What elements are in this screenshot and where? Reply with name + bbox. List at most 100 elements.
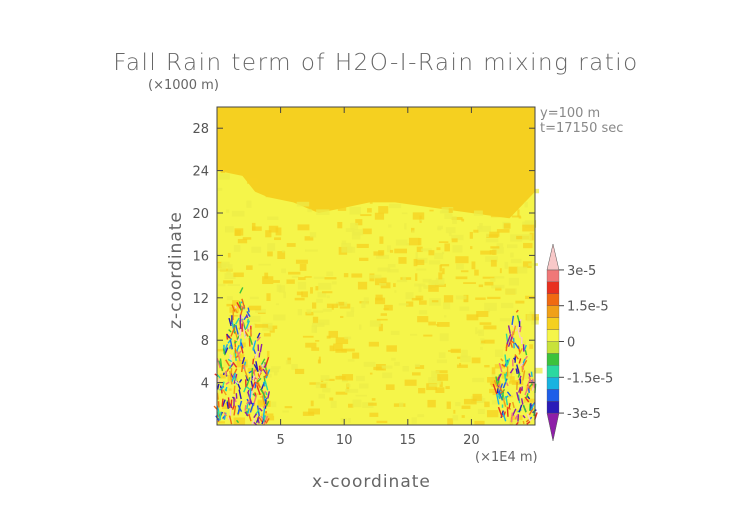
anomaly-stroke: [522, 404, 527, 413]
texture-cell: [406, 301, 414, 307]
anomaly-stroke: [237, 350, 242, 356]
texture-cell: [274, 237, 282, 241]
texture-cell: [482, 276, 495, 279]
anomaly-stroke: [240, 346, 244, 354]
texture-cell: [507, 372, 512, 380]
texture-cell: [311, 347, 320, 351]
texture-cell: [385, 384, 395, 391]
anomaly-stroke: [265, 418, 270, 424]
anomaly-stroke: [234, 308, 239, 314]
texture-cell: [405, 243, 411, 246]
anomaly-stroke: [533, 409, 536, 417]
y-tick-label: 12: [192, 292, 209, 307]
texture-cell: [533, 367, 543, 374]
texture-cell: [367, 208, 372, 213]
texture-cell: [438, 352, 446, 359]
anomaly-stroke: [495, 376, 499, 386]
texture-cell: [523, 242, 533, 249]
texture-cell: [417, 316, 429, 323]
anomaly-stroke: [515, 421, 519, 426]
anomaly-stroke: [522, 420, 525, 425]
anomaly-stroke: [500, 358, 504, 362]
texture-cell: [453, 409, 456, 414]
texture-cell: [252, 226, 262, 231]
texture-cell: [335, 375, 346, 380]
texture-cell: [448, 232, 452, 237]
anomaly-stroke: [513, 357, 517, 362]
texture-cell: [316, 298, 323, 303]
texture-cell: [233, 417, 246, 425]
texture-cell: [500, 302, 514, 309]
texture-cell: [377, 267, 391, 272]
anomaly-stroke: [511, 315, 515, 325]
anomaly-stroke: [246, 318, 250, 323]
texture-cell: [267, 251, 273, 257]
anomaly-stroke: [511, 323, 517, 332]
texture-cell: [261, 413, 274, 416]
texture-cell: [440, 264, 450, 267]
texture-cell: [444, 315, 447, 318]
anomaly-stroke: [252, 358, 255, 365]
texture-cell: [331, 281, 337, 285]
texture-cell: [416, 268, 427, 271]
anomaly-stroke: [226, 367, 230, 372]
texture-cell: [248, 364, 258, 369]
colorbar-segment: [546, 400, 560, 414]
colorbar-tick-label: -1.5e-5: [567, 371, 613, 386]
texture-cell: [486, 234, 499, 238]
texture-cell: [350, 222, 359, 231]
texture-cell: [451, 238, 458, 243]
texture-cell: [281, 268, 286, 274]
texture-cell: [404, 223, 407, 230]
texture-cell: [318, 356, 321, 364]
texture-cell: [445, 386, 450, 389]
anomaly-stroke: [228, 415, 233, 425]
anomaly-stroke: [530, 371, 533, 377]
texture-cell: [442, 268, 445, 275]
texture-cell: [523, 398, 535, 403]
texture-cell: [351, 273, 363, 278]
texture-cell: [393, 283, 396, 288]
texture-cell: [439, 264, 442, 272]
anomaly-stroke: [501, 391, 505, 400]
texture-cell: [418, 310, 428, 315]
texture-cell: [484, 364, 490, 368]
anomaly-stroke: [528, 373, 531, 378]
texture-cell: [348, 417, 351, 424]
texture-cell: [265, 193, 276, 198]
anomaly-stroke: [222, 372, 225, 376]
texture-cell: [337, 221, 343, 229]
texture-cell: [437, 225, 443, 230]
anomaly-stroke: [514, 354, 519, 360]
anomaly-stroke: [506, 358, 511, 366]
texture-cell: [507, 244, 518, 249]
anomaly-stroke: [244, 369, 249, 379]
anomaly-stroke: [253, 369, 256, 380]
texture-cell: [394, 290, 397, 293]
texture-cell: [311, 322, 325, 327]
texture-cell: [388, 224, 392, 228]
texture-cell: [460, 355, 471, 363]
anomaly-stroke: [253, 413, 258, 419]
texture-cell: [534, 188, 540, 194]
texture-cell: [470, 246, 473, 250]
colorbar-segment: [546, 389, 560, 402]
anomaly-stroke: [230, 381, 233, 385]
texture-cell: [469, 231, 473, 239]
anomaly-stroke: [526, 413, 532, 422]
texture-cell: [267, 243, 276, 251]
texture-cell: [423, 285, 433, 289]
anomaly-stroke: [243, 328, 246, 339]
texture-cell: [294, 368, 305, 375]
texture-cell: [361, 301, 366, 308]
texture-cell: [362, 402, 374, 408]
texture-cell: [262, 276, 274, 285]
texture-cell: [413, 258, 418, 267]
texture-cell: [239, 342, 246, 348]
texture-cell: [478, 329, 484, 337]
texture-cell: [267, 216, 279, 220]
texture-cell: [522, 224, 535, 232]
texture-cell: [328, 330, 338, 338]
texture-cell: [337, 205, 347, 211]
anomaly-stroke: [241, 319, 245, 327]
